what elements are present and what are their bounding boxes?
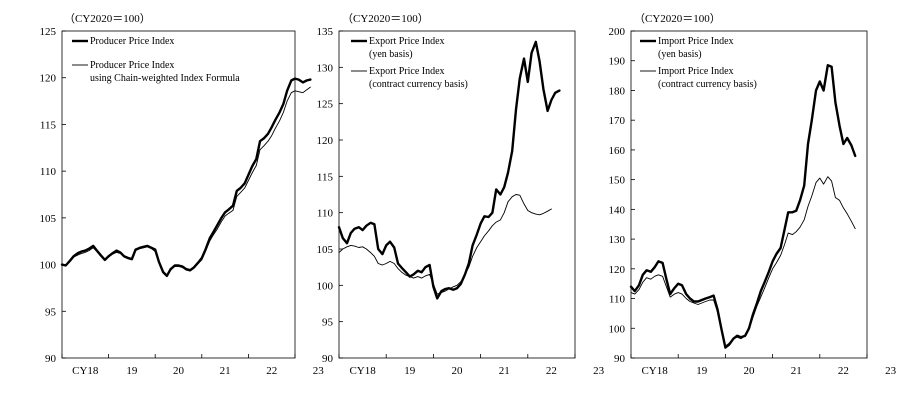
y-tick-label: 95 [322, 317, 334, 329]
x-tick-label: 19 [126, 365, 138, 377]
y-tick-label: 125 [40, 26, 57, 38]
y-tick-label: 110 [317, 208, 334, 220]
legend-label-sub: (contract currency basis) [658, 79, 757, 90]
x-tick-label: CY18 [641, 365, 668, 377]
y-tick-label: 135 [317, 26, 334, 38]
unit-label: （CY2020＝100） [342, 12, 429, 25]
x-tick-label: 19 [404, 365, 416, 377]
y-tick-label: 100 [317, 280, 334, 292]
x-tick-label: 20 [744, 365, 756, 377]
y-tick-label: 140 [609, 204, 626, 216]
x-tick-label: 21 [791, 365, 802, 377]
y-tick-label: 90 [614, 353, 626, 365]
legend-label: Import Price Index [658, 66, 734, 77]
x-tick-label: 19 [696, 365, 708, 377]
plot-frame [338, 30, 576, 359]
x-tick-label: CY18 [72, 365, 99, 377]
series-line-primary [337, 40, 561, 300]
x-tick-label: 23 [885, 365, 897, 377]
y-tick-label: 95 [45, 306, 57, 318]
y-tick-label: 200 [609, 26, 626, 38]
legend-label-line: using Chain-weighted Index Formula [90, 73, 240, 84]
y-tick-label: 115 [40, 119, 57, 131]
x-tick-label: 22 [838, 365, 849, 377]
y-tick-label: 130 [317, 62, 334, 74]
y-tick-label: 100 [40, 260, 57, 272]
y-tick-label: 120 [609, 264, 626, 276]
x-tick-label: 22 [266, 365, 277, 377]
y-tick-label: 130 [609, 234, 626, 246]
y-tick-label: 160 [609, 145, 626, 157]
y-tick-label: 190 [609, 56, 626, 68]
legend-label-sub: (yen basis) [658, 49, 702, 60]
series-line-primary [629, 64, 857, 349]
y-tick-label: 105 [317, 244, 334, 256]
x-tick-label: 21 [220, 365, 231, 377]
y-tick-label: 90 [45, 353, 57, 365]
unit-label: （CY2020＝100） [634, 12, 721, 25]
y-tick-label: 90 [322, 353, 334, 365]
x-tick-label: 23 [313, 365, 325, 377]
chart-panel-producer-price: 90 95 100 105 110 115 120 125 CY18 19 20 21 22 23 （CY2… [40, 12, 325, 377]
chart-panel-import-price: 90 100 110 120 130 140 150 160 170 180 190 200 CY18 1… [609, 12, 897, 377]
legend-label-line: Producer Price Index [90, 60, 174, 71]
legend-label-sub: (yen basis) [369, 49, 413, 60]
y-tick-label: 105 [40, 213, 57, 225]
series-line-primary [60, 77, 312, 277]
plot-frame [61, 30, 296, 359]
y-tick-label: 120 [317, 135, 334, 147]
x-tick-label: 22 [546, 365, 557, 377]
y-tick-label: 115 [317, 171, 334, 183]
series-line-secondary [630, 176, 856, 347]
y-tick-label: 110 [40, 166, 57, 178]
y-tick-label: 120 [40, 73, 57, 85]
x-tick-label: 20 [173, 365, 185, 377]
x-tick-label: 23 [593, 365, 605, 377]
y-tick-label: 110 [609, 294, 626, 306]
legend-label: Export Price Index [369, 36, 445, 47]
x-tick-label: 21 [499, 365, 510, 377]
legend-label-sub: (contract currency basis) [369, 79, 468, 90]
y-tick-label: 170 [609, 115, 626, 127]
x-tick-label: 20 [452, 365, 464, 377]
legend-label: Import Price Index [658, 36, 734, 47]
plot-frame [630, 30, 868, 359]
y-tick-label: 180 [609, 85, 626, 97]
x-tick-label: CY18 [349, 365, 376, 377]
y-tick-label: 100 [609, 323, 626, 335]
legend-label: Export Price Index [369, 66, 445, 77]
y-tick-label: 125 [317, 99, 334, 111]
series-line-secondary [338, 194, 552, 295]
unit-label: （CY2020＝100） [64, 12, 151, 25]
legend-label: Producer Price Index [90, 36, 174, 47]
series-line-secondary [61, 86, 311, 278]
y-tick-label: 150 [609, 175, 626, 187]
legend-label: Producer Price Index using Chain-weighted… [90, 60, 240, 84]
chart-panel-export-price: 90 95 100 105 110 115 120 125 130 135 CY18 19 20 21 22… [317, 12, 605, 377]
